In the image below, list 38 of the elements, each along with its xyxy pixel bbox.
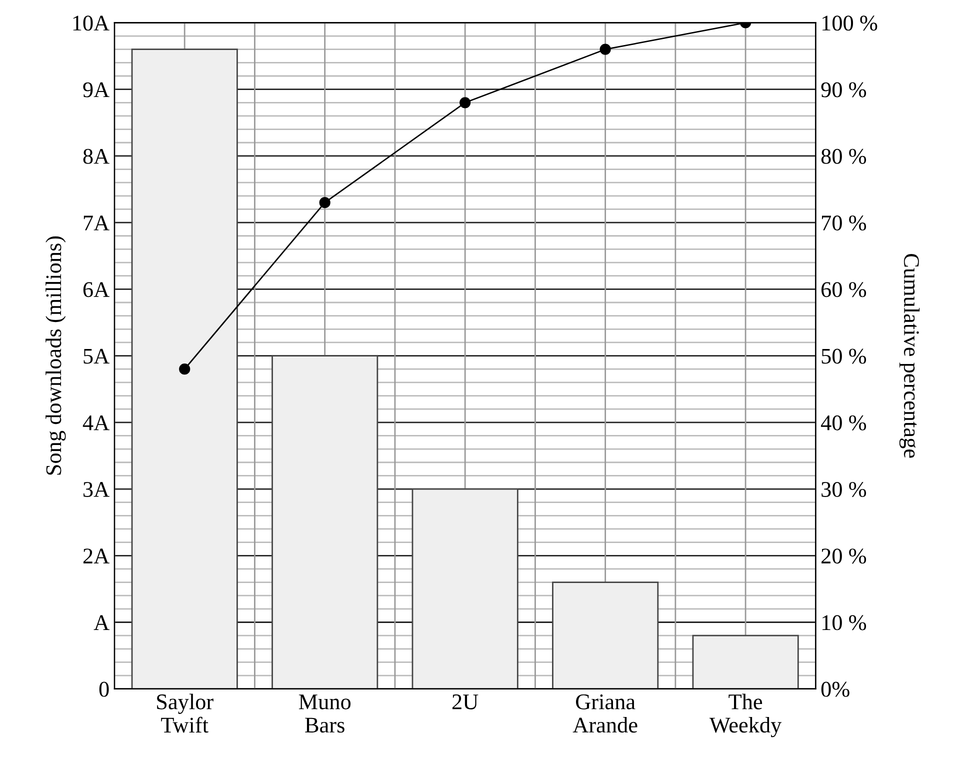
y-tick-label: 7A [84,216,110,230]
point [179,364,190,375]
point [319,197,330,208]
y-axis-title: Song downloads (millions) [46,236,66,475]
bar [412,488,518,689]
y-tick-label: 2A [83,548,110,564]
y2-tick-label: 10 % [822,615,866,630]
y-tick-label: A [94,615,110,630]
y-tick-label: 10A [73,16,110,31]
bar [272,355,378,689]
bar [552,582,659,689]
bar [131,48,238,689]
y-tick-label: 8A [83,148,110,164]
x-tick-label: Muno Bars [298,694,351,733]
point [460,97,471,108]
y2-tick-label: 80 % [821,148,866,164]
y2-tick-label: 70 % [822,215,866,231]
y-tick-label: 5A [84,348,110,364]
x-tick-label: Saylor Twift [157,694,214,733]
x-tick-label: 2U [452,694,478,710]
y-tick-label: 6A [83,282,110,298]
y2-tick-label: 100 % [822,16,878,31]
point [600,44,611,55]
y2-tick-label: 0% [821,682,850,697]
y2-tick-label: 40 % [820,415,866,430]
y2-tick-label: 90 % [821,82,866,98]
y2-tick-label: 60 % [821,282,866,298]
y-tick-label: 3A [84,482,110,497]
y2-tick-label: 50 % [822,348,866,364]
y2-tick-label: 30 % [822,482,866,498]
x-tick-label: The Weekdy [709,694,782,738]
bar [692,634,799,689]
y2-axis-title: Cumulative percentage [899,254,920,458]
y2-tick-label: 20 % [822,548,866,564]
y-tick-label: 0 [99,682,109,697]
y-tick-label: 4A [82,415,110,430]
y-tick-label: 9A [83,82,110,98]
x-tick-label: Griana Arande [572,694,638,733]
